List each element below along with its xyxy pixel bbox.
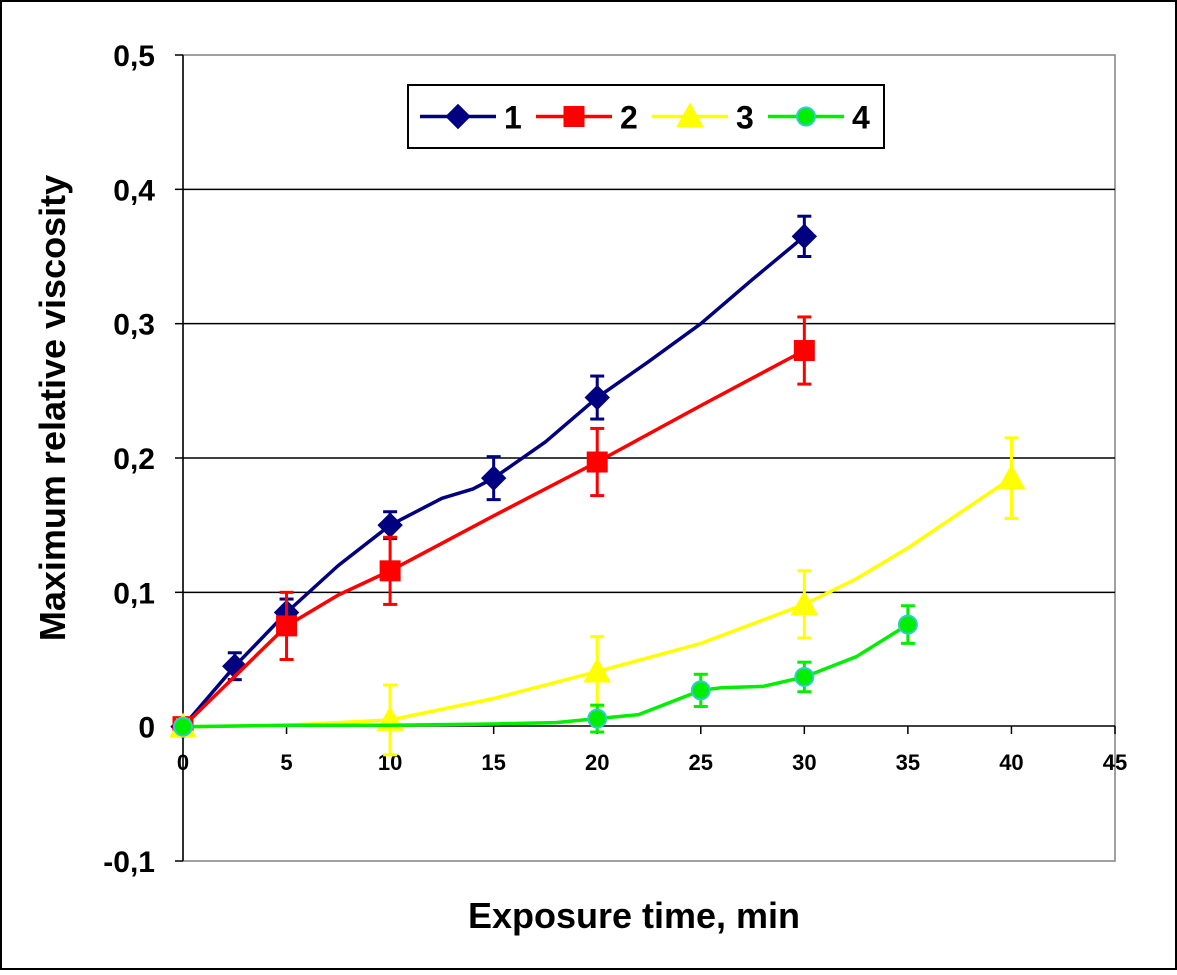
legend-item-1: 1 <box>420 100 522 136</box>
legend-marker <box>563 106 585 127</box>
x-tick-label: 20 <box>585 750 609 775</box>
x-tick-label: 35 <box>896 750 920 775</box>
y-tick-label: -0,1 <box>103 846 155 879</box>
data-point <box>791 223 818 250</box>
data-point <box>584 384 610 411</box>
x-axis-title: Exposure time, min <box>468 895 800 936</box>
data-point <box>897 614 918 635</box>
legend: 1 2 3 4 <box>407 84 885 149</box>
data-point <box>587 708 608 729</box>
data-point <box>583 657 612 683</box>
y-tick-label: 0,3 <box>113 309 155 342</box>
x-tick-label: 45 <box>1103 750 1127 775</box>
data-point <box>997 464 1026 490</box>
y-tick-label: 0 <box>138 712 155 745</box>
legend-item-4: 4 <box>768 100 870 136</box>
y-tick-label: 0,4 <box>113 174 155 207</box>
y-tick-label: 0,1 <box>113 577 155 610</box>
x-tick-label: 0 <box>177 750 189 775</box>
x-tick-label: 40 <box>999 750 1023 775</box>
legend-label: 1 <box>504 100 522 136</box>
series-4 <box>173 604 918 737</box>
data-point <box>480 465 507 491</box>
data-point <box>173 716 193 737</box>
y-axis-title: Maximum relative viscosity <box>32 175 73 641</box>
series-line <box>182 476 1013 729</box>
series-layer <box>169 214 1026 757</box>
y-tick-label: 0,5 <box>113 40 155 73</box>
legend-marker <box>796 106 816 127</box>
series-line <box>181 235 806 728</box>
x-tick-label: 5 <box>280 750 292 775</box>
x-tick-label: 30 <box>792 750 816 775</box>
data-point <box>276 615 298 637</box>
data-point <box>690 680 711 701</box>
data-point <box>790 590 819 616</box>
x-tick-label: 15 <box>481 750 505 775</box>
legend-label: 4 <box>852 100 870 136</box>
data-point <box>794 666 815 687</box>
legend-item-2: 2 <box>536 100 638 136</box>
gridlines <box>183 188 1115 594</box>
legend-label: 3 <box>736 100 754 136</box>
legend-label: 2 <box>620 100 638 136</box>
data-point <box>586 451 608 473</box>
legend-item-3: 3 <box>652 100 754 136</box>
x-tick-label: 25 <box>689 750 713 775</box>
data-point <box>793 340 815 362</box>
legend-marker <box>445 103 471 130</box>
x-axis: 0 5 10 15 20 25 30 35 40 45 <box>177 725 1127 775</box>
data-point <box>379 560 401 582</box>
y-tick-label: 0,2 <box>113 443 155 476</box>
legend-marker <box>676 102 704 128</box>
